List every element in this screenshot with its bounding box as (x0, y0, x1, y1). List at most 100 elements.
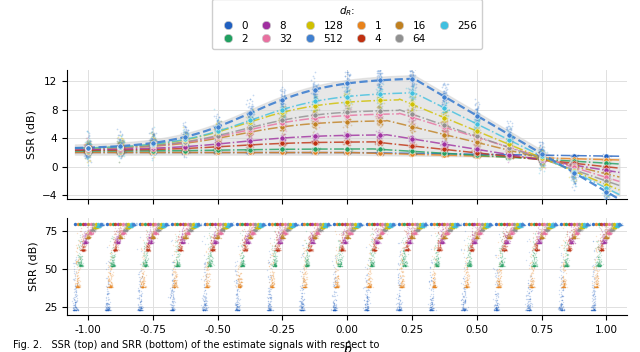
Point (380, 230, 390, 236)
Point (439, 235, 449, 240)
Point (97, 220, 107, 226)
Point (346, 224, 356, 230)
Point (298, 284, 308, 290)
Point (340, 237, 351, 243)
Point (453, 221, 463, 227)
Point (269, 281, 279, 286)
Point (374, 130, 384, 135)
Point (148, 235, 158, 241)
Point (439, 122, 449, 128)
Point (600, 188, 610, 193)
Point (80, 240, 90, 245)
Point (440, 236, 450, 242)
Point (216, 231, 227, 236)
Point (269, 228, 279, 234)
Point (570, 166, 580, 172)
Point (211, 136, 221, 142)
Point (506, 154, 516, 159)
Point (338, 238, 348, 244)
Point (374, 235, 384, 241)
Point (268, 263, 278, 269)
Point (445, 228, 455, 233)
Point (104, 259, 114, 265)
Point (416, 223, 426, 229)
Point (310, 149, 320, 155)
Point (475, 230, 485, 235)
Point (362, 307, 372, 313)
Point (94, 223, 104, 228)
Point (309, 120, 319, 126)
Point (486, 221, 496, 227)
Point (150, 145, 160, 150)
Point (291, 220, 301, 226)
Point (376, 230, 387, 235)
Point (427, 301, 437, 307)
Point (280, 224, 290, 230)
Point (113, 146, 124, 152)
Point (310, 138, 321, 144)
Point (247, 126, 257, 131)
Point (344, 116, 355, 122)
Point (442, 228, 452, 233)
Point (247, 230, 257, 235)
Point (76, 247, 86, 253)
Point (610, 224, 620, 229)
Point (246, 128, 256, 134)
Point (78, 244, 88, 250)
Point (180, 145, 190, 151)
Point (568, 174, 579, 180)
Point (534, 144, 544, 150)
Point (149, 149, 159, 155)
Point (289, 222, 299, 228)
Point (406, 235, 416, 241)
Point (129, 222, 139, 228)
Point (307, 115, 317, 121)
Point (602, 230, 612, 235)
Point (476, 231, 486, 237)
Point (337, 139, 348, 144)
Point (314, 231, 324, 237)
Point (202, 284, 212, 290)
Point (437, 235, 447, 241)
Point (461, 283, 471, 289)
Point (374, 133, 385, 139)
Point (374, 91, 385, 96)
Point (537, 231, 547, 237)
Point (123, 225, 133, 231)
Point (568, 170, 578, 176)
Point (168, 297, 178, 302)
Point (381, 227, 392, 233)
Point (375, 113, 385, 118)
Point (68, 306, 79, 312)
Point (592, 282, 602, 287)
Point (597, 240, 607, 245)
Point (380, 226, 390, 232)
Point (406, 151, 417, 157)
Point (389, 222, 399, 228)
Point (259, 224, 269, 229)
Point (531, 230, 541, 235)
Point (412, 227, 422, 233)
Point (145, 241, 156, 247)
Point (438, 119, 449, 124)
Point (132, 288, 143, 294)
Point (188, 225, 198, 231)
Point (362, 284, 372, 290)
Point (508, 228, 518, 233)
Point (529, 283, 539, 289)
Point (534, 152, 545, 158)
Point (378, 226, 388, 232)
Point (241, 246, 251, 251)
Point (541, 226, 551, 232)
Point (316, 223, 326, 229)
Point (157, 224, 168, 230)
Point (431, 260, 441, 266)
Point (367, 257, 378, 262)
Point (387, 222, 397, 228)
Point (243, 149, 253, 155)
Point (321, 223, 332, 229)
Point (408, 151, 418, 157)
Point (90, 225, 100, 231)
Point (508, 228, 518, 233)
Point (180, 146, 190, 152)
